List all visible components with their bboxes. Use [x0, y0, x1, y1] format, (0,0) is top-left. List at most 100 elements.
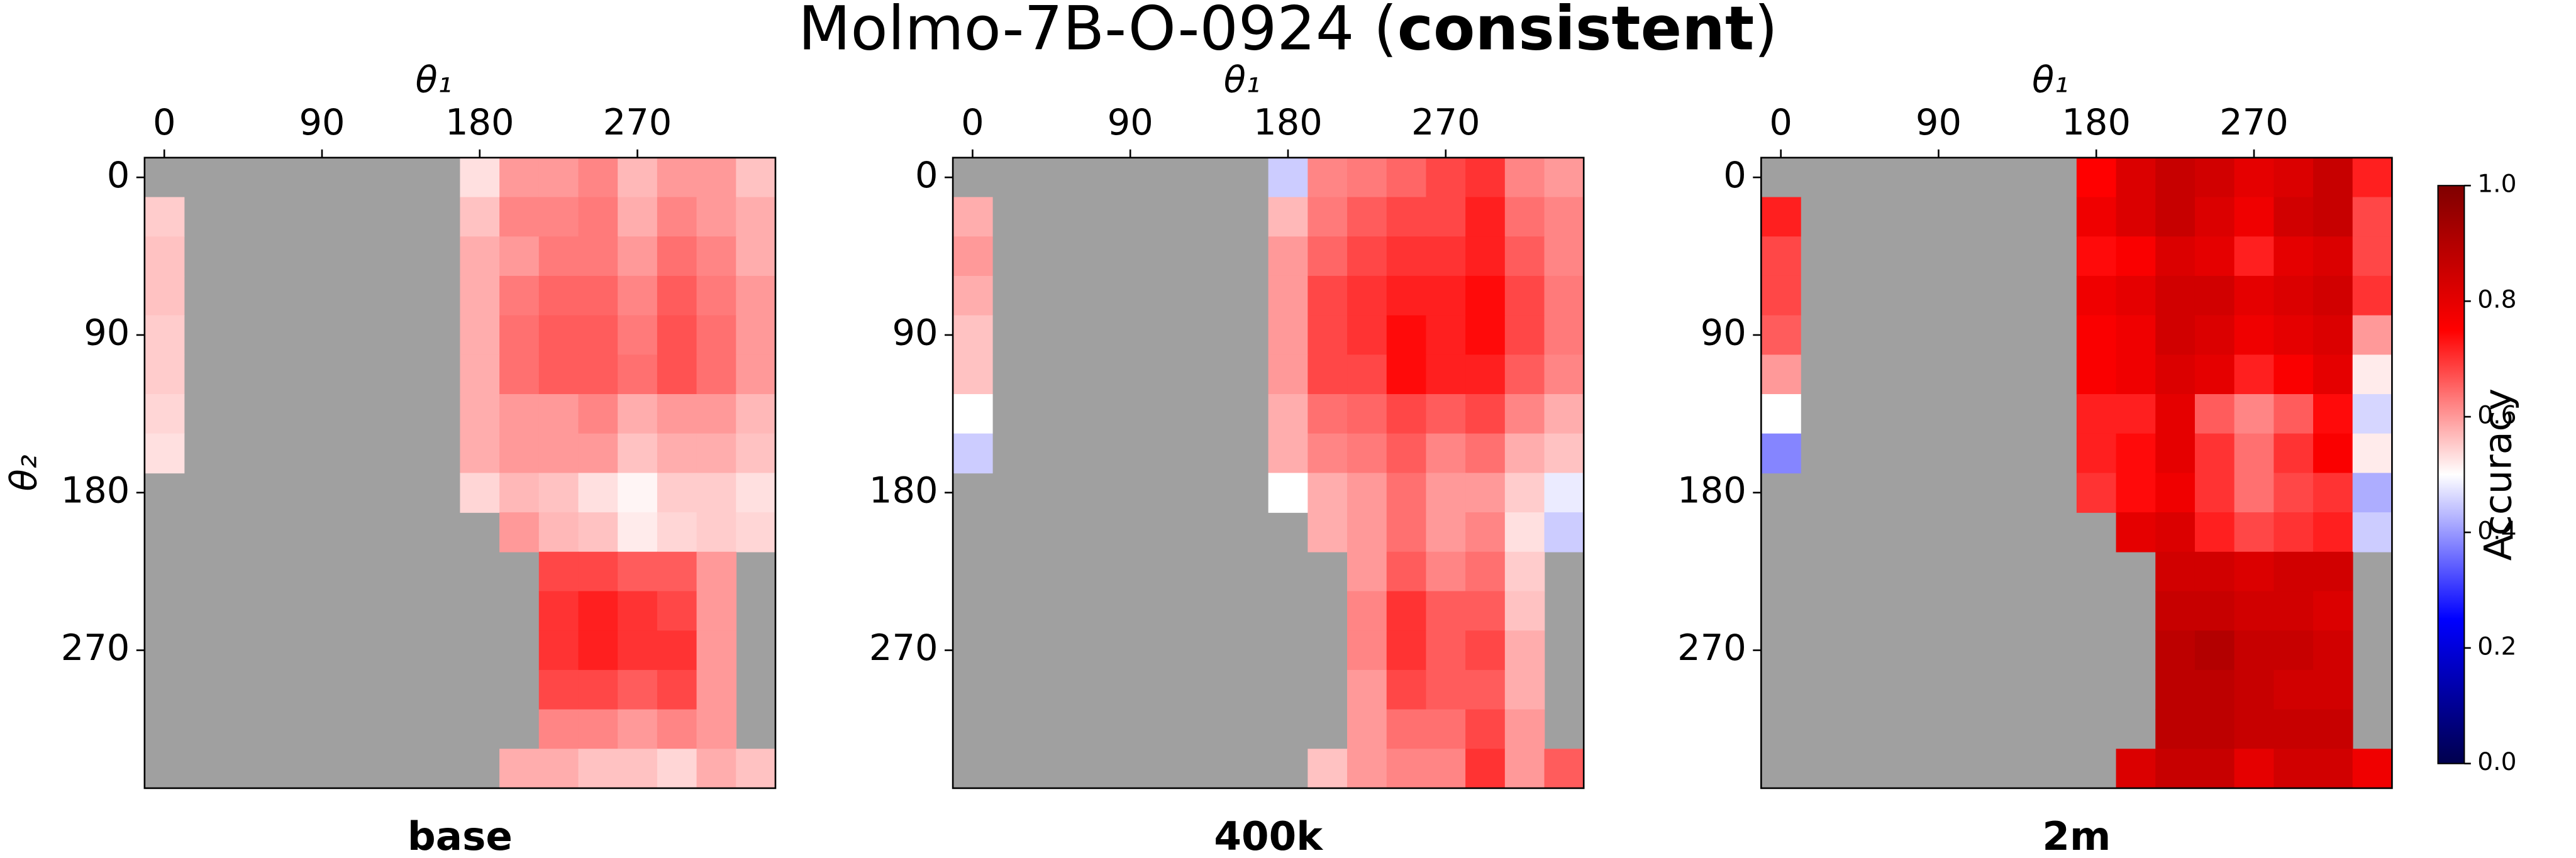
heatmap-cell [696, 275, 737, 316]
heatmap-cell [1268, 393, 1309, 434]
heatmap-cell [2194, 275, 2235, 316]
heatmap-cell [2234, 512, 2275, 553]
heatmap-cell [2116, 393, 2157, 434]
heatmap-cell [1761, 197, 1801, 237]
heatmap-cell [736, 512, 776, 553]
heatmap-cell [657, 315, 697, 356]
heatmap-cell [2352, 512, 2393, 553]
heatmap-cell [618, 315, 658, 356]
heatmap-cell [736, 197, 776, 237]
heatmap-cell [1544, 433, 1584, 474]
colorbar-label: Accuracy [2476, 388, 2520, 561]
colorbar [2437, 185, 2465, 764]
heatmap-cell [2273, 315, 2314, 356]
heatmap-cell [2234, 236, 2275, 277]
heatmap-cell [1386, 433, 1427, 474]
heatmap-cell [1307, 749, 1348, 789]
heatmap-cell [1544, 275, 1584, 316]
heatmap-cell [953, 433, 993, 474]
heatmap-cell [460, 275, 500, 316]
heatmap-cell [2194, 157, 2235, 198]
heatmap-cell [2155, 512, 2196, 553]
heatmap-cell [1307, 197, 1348, 237]
heatmap-cell [1544, 749, 1584, 789]
heatmap-cell [2155, 473, 2196, 513]
heatmap-cell [736, 355, 776, 395]
heatmap-cell [1465, 473, 1506, 513]
heatmap-cell [1465, 197, 1506, 237]
heatmap-cell [2313, 275, 2353, 316]
heatmap-cell [2273, 275, 2314, 316]
heatmap-cell [2273, 473, 2314, 513]
heatmap-cell [2234, 275, 2275, 316]
heatmap-cell [2194, 709, 2235, 750]
heatmap-cell [736, 157, 776, 198]
y-tick-label: 270 [1677, 627, 1746, 669]
heatmap-cell [696, 393, 737, 434]
axes-frame [143, 157, 777, 789]
heatmap-cell [618, 236, 658, 277]
heatmap-cell [2155, 433, 2196, 474]
heatmap-cell [1465, 355, 1506, 395]
heatmap-cell [2155, 157, 2196, 198]
heatmap-cell [1386, 157, 1427, 198]
heatmap-cell [1386, 197, 1427, 237]
heatmap-cell [1465, 709, 1506, 750]
heatmap-cell [1465, 275, 1506, 316]
heatmap-cell [2352, 236, 2393, 277]
heatmap-cell [1426, 315, 1466, 356]
heatmap-cell [2194, 512, 2235, 553]
heatmap-cell [2155, 709, 2196, 750]
heatmap-cell [2234, 749, 2275, 789]
heatmap-cell [1465, 551, 1506, 592]
heatmap-cell [1465, 591, 1506, 631]
heatmap-cell [2352, 473, 2393, 513]
heatmap-cell [2155, 591, 2196, 631]
heatmap-cell [618, 749, 658, 789]
heatmap-cell [657, 551, 697, 592]
heatmap-cell [657, 393, 697, 434]
heatmap-cell [1268, 197, 1309, 237]
heatmap-cell [578, 433, 618, 474]
heatmap-cell [2194, 236, 2235, 277]
heatmap-cell [1307, 433, 1348, 474]
heatmap-cell [696, 157, 737, 198]
heatmap-cell [618, 473, 658, 513]
heatmap-cell [2273, 669, 2314, 710]
heatmap-cell [2116, 157, 2157, 198]
heatmap-cell [1426, 197, 1466, 237]
heatmap-cell [1544, 236, 1584, 277]
heatmap-cell [1347, 749, 1387, 789]
heatmap-cell [144, 393, 185, 434]
heatmap-cell [618, 551, 658, 592]
y-tick-label: 270 [869, 627, 938, 669]
heatmap-cell [2155, 315, 2196, 356]
heatmap-cell [578, 275, 618, 316]
heatmap-cell [1761, 236, 1801, 277]
heatmap-cell [2194, 315, 2235, 356]
heatmap-cell [657, 275, 697, 316]
heatmap-cell [1347, 433, 1387, 474]
heatmap-cell [2155, 197, 2196, 237]
heatmap-cell [499, 473, 540, 513]
heatmap-cell [2352, 393, 2393, 434]
heatmap-cell [2352, 433, 2393, 474]
heatmap-cell [1426, 157, 1466, 198]
heatmap-cell [1465, 512, 1506, 553]
heatmap-cell [2155, 275, 2196, 316]
x-tick-label: 0 [1769, 101, 1792, 143]
heatmap-cell [460, 433, 500, 474]
heatmap-cell [696, 551, 737, 592]
heatmap-cell [696, 669, 737, 710]
heatmap-cell [2155, 669, 2196, 710]
heatmap-cell [696, 591, 737, 631]
heatmap-cell [1426, 551, 1466, 592]
heatmap-cell [1307, 355, 1348, 395]
heatmap-cell [1504, 236, 1545, 277]
heatmap-cell [1347, 197, 1387, 237]
heatmap-cell [1504, 512, 1545, 553]
x-tick-label: 270 [2219, 101, 2289, 143]
heatmap-cell [1386, 275, 1427, 316]
heatmap-cell [2273, 157, 2314, 198]
heatmap-cell [1465, 433, 1506, 474]
